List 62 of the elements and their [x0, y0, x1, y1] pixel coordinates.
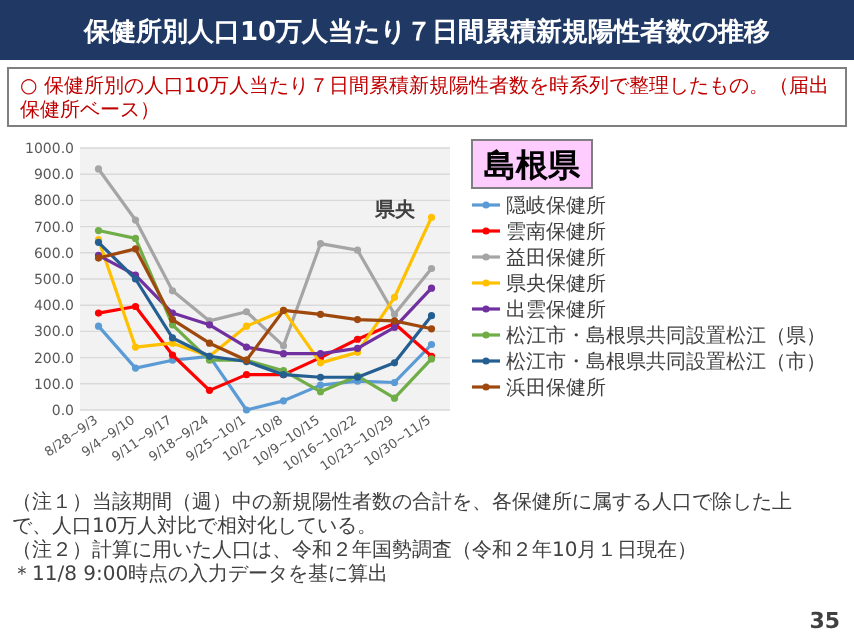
point [131, 216, 140, 224]
point [427, 284, 436, 292]
line-series [94, 165, 436, 350]
point [168, 287, 177, 295]
legend-label: 松江市・島根県共同設置松江（市） [506, 350, 826, 374]
point [316, 381, 325, 389]
legend-label: 益田保健所 [506, 246, 606, 270]
point [316, 240, 325, 248]
point [94, 165, 103, 173]
point [353, 335, 362, 343]
point [131, 234, 140, 242]
point [279, 350, 288, 358]
point [131, 364, 140, 372]
legend-label: 隠岐保健所 [506, 194, 606, 218]
point [390, 293, 399, 301]
point [242, 343, 251, 351]
point [353, 316, 362, 324]
point [353, 246, 362, 254]
point [131, 343, 140, 351]
point [94, 322, 103, 330]
point [390, 394, 399, 402]
point [242, 371, 251, 379]
point [168, 316, 177, 324]
point [427, 325, 436, 333]
legend-label: 雲南保健所 [506, 220, 606, 244]
text: ＊11/8 9:00時点の入力データを基に算出 [12, 562, 389, 586]
point [94, 309, 103, 317]
point [242, 308, 251, 316]
point [316, 310, 325, 318]
point [427, 312, 436, 320]
point [131, 302, 140, 311]
point [168, 334, 177, 342]
point [427, 340, 436, 349]
legend-label: 浜田保健所 [506, 376, 606, 400]
point [94, 226, 103, 235]
point [316, 359, 325, 367]
point [390, 310, 399, 318]
legend-label: 県央保健所 [506, 272, 606, 296]
point [316, 388, 325, 396]
text: 島根県 [484, 146, 582, 184]
point [242, 322, 251, 330]
point [279, 342, 288, 350]
point [390, 378, 399, 387]
point [316, 373, 325, 381]
text: （注２）計算に用いた人口は、令和２年国勢調査（令和２年10月１日現在） [12, 538, 698, 562]
text: 35 [809, 608, 840, 634]
chart-subtitle: ○ 保健所別の人口10万人当たり７日間累積新規陽性者数を時系列で整理したもの。（届出保健所ベース） [20, 74, 830, 122]
point [427, 264, 436, 273]
legend-label: 出雲保健所 [506, 298, 606, 322]
point [131, 245, 140, 253]
point [205, 339, 214, 347]
point [205, 386, 214, 394]
chart-title: 保健所別人口10万人当たり７日間累積新規陽性者数の推移 [81, 16, 771, 48]
point [242, 406, 251, 414]
point [168, 351, 177, 359]
point [279, 397, 288, 405]
legend-label: 松江市・島根県共同設置松江（県） [506, 324, 826, 348]
point [427, 213, 436, 222]
text: （注１）当該期間（週）中の新規陽性者数の合計を、各保健所に属する人口で除した上で、人口10万人対比で相対化している。 [12, 490, 792, 538]
line-series [94, 322, 436, 414]
annotation: 県央 [372, 198, 417, 222]
point [390, 359, 399, 367]
